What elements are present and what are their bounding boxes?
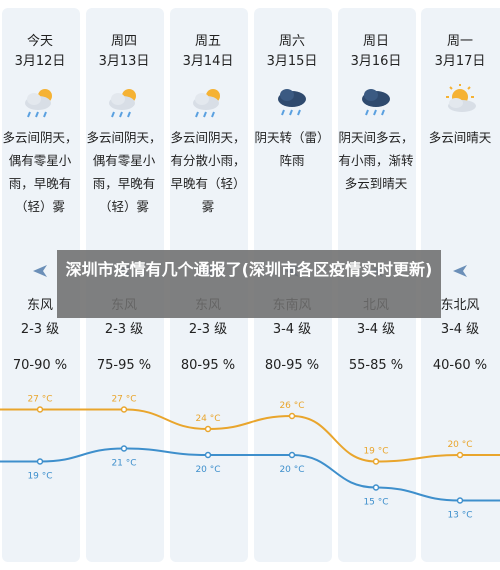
humidity: 75-95 % (96, 358, 152, 373)
day-date: 3月15日 (266, 54, 318, 69)
high-temp-label: 20 °C (447, 440, 472, 450)
weather-description: 多云间阴天，有分散小雨，早晚有（轻）雾 (170, 130, 246, 214)
low-temp-label: 20 °C (279, 465, 304, 475)
day-date: 3月16日 (350, 54, 402, 69)
low-temp-point (204, 451, 212, 459)
wind-level: 2-3 级 (20, 322, 60, 337)
low-temp-point (36, 458, 44, 465)
day-date: 3月12日 (14, 54, 66, 69)
low-temp-label: 19 °C (27, 472, 52, 482)
wind-direction: 东北风 (440, 298, 480, 313)
day-name: 今天 (26, 34, 53, 49)
high-temp-point (288, 412, 296, 420)
partly-sunny-icon (440, 84, 480, 120)
thunder-rain-icon (272, 84, 312, 120)
weather-description: 多云间阴天，偶有零星小雨，早晚有（轻）雾 (2, 130, 78, 214)
wind-level: 3-4 级 (272, 322, 312, 337)
day-date: 3月14日 (182, 54, 234, 69)
high-temp-label: 27 °C (111, 395, 136, 405)
low-temp-label: 13 °C (447, 511, 472, 521)
thunder-rain-icon (356, 84, 396, 120)
high-temp-label: 27 °C (27, 395, 52, 405)
humidity: 40-60 % (432, 358, 488, 373)
low-temp-point (120, 445, 128, 452)
wind-arrow-icon (33, 262, 47, 277)
wind-arrow-icon (453, 262, 467, 277)
high-temp-label: 24 °C (195, 414, 220, 424)
humidity: 55-85 % (348, 358, 404, 373)
low-temp-label: 15 °C (363, 498, 388, 508)
low-temp-label: 21 °C (111, 459, 136, 469)
wind-level: 2-3 级 (104, 322, 144, 337)
high-temp-point (372, 458, 380, 465)
low-temp-point (372, 484, 380, 491)
high-temp-point (36, 406, 44, 413)
wind-direction: 东风 (26, 298, 53, 313)
low-temp-label: 20 °C (195, 465, 220, 475)
partly-cloudy-rain-icon (188, 84, 228, 120)
humidity: 80-95 % (264, 358, 320, 373)
article-title: 深圳市疫情有几个通报了(深圳市各区疫情实时更新) (65, 260, 433, 279)
weather-description: 多云间晴天 (428, 130, 492, 145)
day-name: 周日 (362, 34, 389, 49)
day-date: 3月13日 (98, 54, 150, 69)
high-temp-point (120, 406, 128, 413)
wind-level: 2-3 级 (188, 322, 228, 337)
weather-description: 多云间阴天，偶有零星小雨，早晚有（轻）雾 (86, 130, 162, 214)
article-title-overlay[interactable]: 深圳市疫情有几个通报了(深圳市各区疫情实时更新) (57, 250, 441, 318)
partly-cloudy-rain-icon (20, 84, 60, 120)
low-temp-point (456, 497, 464, 504)
day-name: 周一 (446, 34, 473, 49)
high-temp-point (456, 451, 464, 459)
high-temp-label: 19 °C (363, 447, 388, 457)
day-date: 3月17日 (434, 54, 486, 69)
day-name: 周五 (194, 34, 221, 49)
high-temp-label: 26 °C (279, 401, 304, 411)
wind-level: 3-4 级 (440, 322, 480, 337)
high-temp-point (204, 425, 212, 433)
day-name: 周六 (278, 34, 305, 49)
low-temp-point (288, 451, 296, 459)
low-temp-line (0, 447, 500, 502)
partly-cloudy-rain-icon (104, 84, 144, 120)
temperature-chart: 27 °C 27 °C 24 °C 26 °C 19 °C 20 °C 19 °C 21 °C… (0, 395, 500, 521)
day-name: 周四 (110, 34, 137, 49)
high-temp-line (0, 408, 500, 463)
wind-level: 3-4 级 (356, 322, 396, 337)
weather-description: 阴天间多云，有小雨，渐转多云到晴天 (338, 130, 414, 191)
humidity: 80-95 % (180, 358, 236, 373)
humidity: 70-90 % (12, 358, 68, 373)
weather-description: 阴天转（雷）阵雨 (254, 130, 330, 168)
